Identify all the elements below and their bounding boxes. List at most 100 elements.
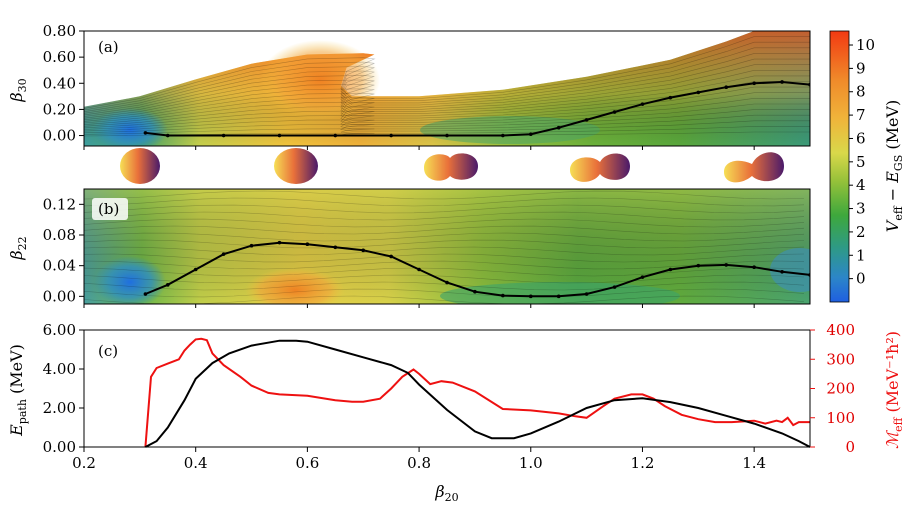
panel-b-contour-line xyxy=(84,232,805,242)
colorbar-tick-label: 10 xyxy=(856,36,875,54)
panel-a-contour-line xyxy=(84,53,810,114)
panel-b-contour-line xyxy=(84,253,805,263)
panel-b-path-point xyxy=(333,245,338,250)
panel-a-ylabel: β30 xyxy=(7,78,29,102)
panel-b-contour-line xyxy=(84,246,805,256)
panel-b-contour-line xyxy=(84,190,805,200)
panel-b-path-point xyxy=(501,293,505,298)
colorbar-tick-label: 9 xyxy=(856,59,866,77)
panel-a-contour-line xyxy=(84,70,810,119)
panel-c-y-tick-label: 2.00 xyxy=(43,399,76,417)
colorbar-tick-label: 4 xyxy=(856,176,866,194)
panel-b-contour-line xyxy=(84,218,805,228)
colorbar-tick-label: 7 xyxy=(856,106,866,124)
panel-b-path-point xyxy=(249,243,254,248)
panel-c-y-tick-label: 0.00 xyxy=(43,438,76,456)
nuclear-shapes-row xyxy=(120,148,784,184)
colorbar-tick-label: 3 xyxy=(856,200,866,218)
panel-b-path-point xyxy=(221,252,226,256)
panel-a-contour-line xyxy=(84,47,810,112)
panel-a-y-tick-label: 0.00 xyxy=(43,127,76,145)
panel-b-path-point xyxy=(417,267,421,272)
panel-b-contour-line xyxy=(84,267,805,277)
panel-c-left-y-ticks: 0.00 2.00 4.00 6.00 xyxy=(43,321,84,456)
panel-a-contour-line xyxy=(84,98,810,127)
panel-c-x-tick-label: 1.4 xyxy=(742,454,766,472)
panel-b-path-point xyxy=(668,267,673,272)
panel-a-path-point xyxy=(612,110,617,114)
panel-a-path-point xyxy=(724,85,729,89)
panel-b-contour-line xyxy=(84,274,805,284)
colorbar-tick-label: 1 xyxy=(856,246,866,264)
panel-a-contour-line xyxy=(84,109,810,130)
panel-b-frame xyxy=(83,188,811,305)
panel-b-path-point xyxy=(612,285,617,289)
panel-a-path-point xyxy=(696,90,701,95)
panel-c-x-tick-label: 0.8 xyxy=(407,454,431,472)
panel-c-y2-tick-label: 400 xyxy=(826,321,855,339)
panel-c-x-ticks: 0.2 0.4 0.6 0.8 1.0 1.2 1.4 xyxy=(72,447,766,472)
panel-b-path-point xyxy=(165,283,170,287)
panel-b-low-region xyxy=(440,282,680,304)
panel-a-path-point xyxy=(333,133,338,138)
panel-b-contour-line xyxy=(84,260,805,270)
panel-a-path-point xyxy=(752,81,756,86)
panel-b-path-point xyxy=(473,289,477,294)
panel-a-path-point xyxy=(165,133,170,138)
panel-b-contour-line xyxy=(84,288,805,298)
panel-b-contour-line xyxy=(84,239,805,249)
colorbar-tick-label: 6 xyxy=(856,129,866,147)
panel-a-contour-line xyxy=(84,92,810,125)
panel-a-contour-line xyxy=(84,86,810,124)
panel-a-y-tick-label: 0.40 xyxy=(43,74,76,92)
panel-a-path-point xyxy=(501,133,505,138)
panel-a-ground-state-minimum xyxy=(92,108,168,146)
panel-a-contour-line xyxy=(84,120,810,134)
panel-a-y-tick-label: 0.60 xyxy=(43,48,76,66)
colorbar-tick-label: 0 xyxy=(856,270,866,288)
panel-b-y-tick-label: 0.04 xyxy=(43,257,76,275)
panel-a-path-point xyxy=(389,133,393,138)
panel-a-frame xyxy=(83,30,811,147)
panel-c-x-tick-label: 1.0 xyxy=(519,454,543,472)
panel-c-label: (c) xyxy=(98,342,118,360)
panel-c-x-tick-label: 0.4 xyxy=(184,454,208,472)
panel-b-contour-line xyxy=(84,281,805,291)
panel-c-x-tick-label: 0.6 xyxy=(295,454,319,472)
panel-c-y2-tick-label: 100 xyxy=(826,409,855,427)
panel-a-fission-path-markers xyxy=(143,80,810,138)
panel-b-path-point xyxy=(752,265,756,270)
panel-b-path-point xyxy=(143,292,148,296)
panel-b-fission-path-markers xyxy=(143,240,810,299)
panel-a-label: (a) xyxy=(98,38,119,56)
nuclear-shape-3 xyxy=(424,153,478,181)
panel-a-y-tick-label: 0.20 xyxy=(43,100,76,118)
panel-b-contour-line xyxy=(84,211,805,221)
colorbar-label: Veff − EGS (MeV) xyxy=(883,100,905,232)
panel-a-low-region xyxy=(420,116,600,144)
panel-b-path-point xyxy=(780,270,784,274)
panel-c-line-chart: 0.00 2.00 4.00 6.00 0 100 200 300 400 0.2 0.4 0.6… xyxy=(7,321,905,504)
panel-b-path-point xyxy=(389,254,393,259)
nuclear-shape-1 xyxy=(120,148,160,184)
panel-a-contour-line xyxy=(84,64,810,117)
panel-a-contour-line xyxy=(84,75,810,121)
colorbar-tick-label: 5 xyxy=(856,153,866,171)
panel-a-path-point xyxy=(528,132,533,137)
panel-b-heatmap: 0.00 0.04 0.08 0.12 (b) β22 xyxy=(7,188,811,308)
panel-b-ylabel: β22 xyxy=(7,236,29,260)
panel-a-contour-line xyxy=(84,114,810,132)
panel-b-contour-line xyxy=(84,225,805,235)
panel-a-path-point xyxy=(556,125,561,130)
panel-b-label: (b) xyxy=(98,200,119,218)
colorbar-tick-label: 2 xyxy=(856,223,866,241)
panel-a-contours xyxy=(84,36,810,137)
panel-b-path-point xyxy=(528,294,533,299)
panel-a-heatmap: 0.00 0.20 0.40 0.60 0.80 (a) β30 xyxy=(7,22,811,150)
panel-c-background xyxy=(84,330,810,447)
colorbar-ticks: 0 1 2 3 4 5 6 7 8 9 10 xyxy=(849,36,875,288)
path-energy-line xyxy=(144,339,811,448)
panel-b-y-ticks: 0.00 0.04 0.08 0.12 xyxy=(43,195,755,308)
panel-a-path-point xyxy=(445,133,449,138)
